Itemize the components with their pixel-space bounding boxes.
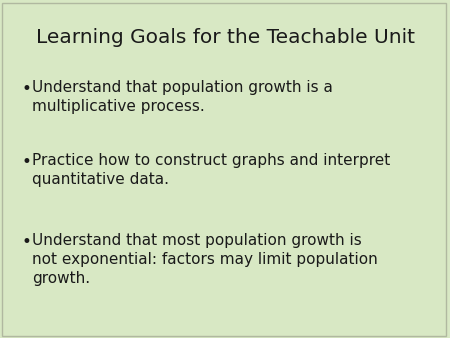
Text: Understand that population growth is a
multiplicative process.: Understand that population growth is a m…: [32, 80, 333, 114]
Text: Practice how to construct graphs and interpret
quantitative data.: Practice how to construct graphs and int…: [32, 153, 390, 187]
Text: •: •: [22, 80, 32, 98]
Text: •: •: [22, 233, 32, 251]
FancyBboxPatch shape: [2, 3, 446, 336]
Text: •: •: [22, 153, 32, 171]
Text: Understand that most population growth is
not exponential: factors may limit pop: Understand that most population growth i…: [32, 233, 378, 286]
Text: Learning Goals for the Teachable Unit: Learning Goals for the Teachable Unit: [36, 28, 414, 47]
